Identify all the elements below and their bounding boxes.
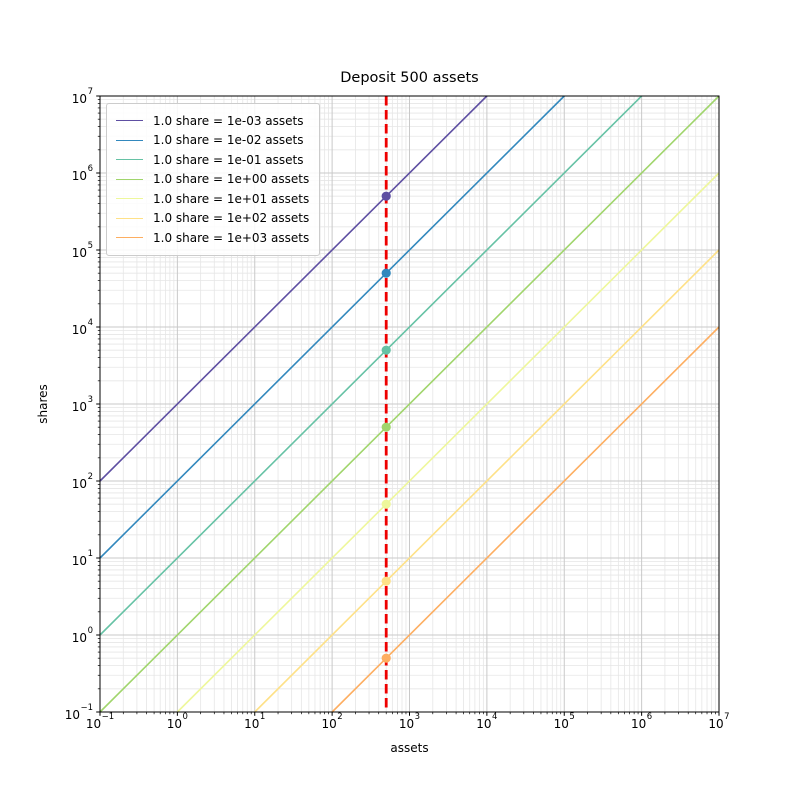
legend-item: 1.0 share = 1e+01 assets bbox=[116, 189, 309, 209]
legend-line-swatch bbox=[116, 159, 143, 161]
legend-line-swatch bbox=[116, 139, 143, 141]
y-tick-label: 106 bbox=[71, 164, 93, 183]
conversion-line-1 bbox=[99, 95, 565, 559]
x-axis-label: assets bbox=[390, 741, 429, 755]
legend-label: 1.0 share = 1e-02 assets bbox=[153, 133, 304, 148]
legend-item: 1.0 share = 1e-01 assets bbox=[116, 150, 309, 170]
conversion-line-6 bbox=[331, 326, 720, 713]
y-tick-label: 102 bbox=[71, 472, 93, 491]
y-tick-label: 100 bbox=[71, 626, 93, 645]
deposit-marker-4 bbox=[381, 499, 391, 509]
legend-label: 1.0 share = 1e-03 assets bbox=[153, 113, 304, 128]
deposit-marker-3 bbox=[381, 422, 391, 432]
legend-label: 1.0 share = 1e+00 assets bbox=[153, 172, 310, 187]
conversion-line-0 bbox=[99, 95, 488, 482]
legend-item: 1.0 share = 1e+00 assets bbox=[116, 170, 309, 190]
deposit-marker-6 bbox=[381, 653, 391, 663]
conversion-line-3 bbox=[99, 95, 720, 713]
legend-item: 1.0 share = 1e+02 assets bbox=[116, 209, 309, 229]
y-tick-label: 10−1 bbox=[64, 703, 93, 722]
x-tick-label: 102 bbox=[321, 712, 343, 731]
deposit-marker-5 bbox=[381, 576, 391, 586]
legend-item: 1.0 share = 1e-02 assets bbox=[116, 131, 309, 151]
x-tick-label: 104 bbox=[476, 712, 498, 731]
conversion-lines bbox=[99, 95, 720, 713]
y-tick-label: 103 bbox=[71, 395, 93, 414]
legend-line-swatch bbox=[116, 120, 143, 122]
x-tick-label: 103 bbox=[398, 712, 421, 731]
x-tick-label: 105 bbox=[553, 712, 575, 731]
y-tick-label: 101 bbox=[71, 549, 93, 568]
conversion-line-4 bbox=[176, 172, 720, 713]
conversion-line-5 bbox=[254, 249, 720, 713]
legend-list: 1.0 share = 1e-03 assets 1.0 share = 1e-0… bbox=[116, 111, 309, 248]
x-tick-label: 106 bbox=[631, 712, 653, 731]
legend-line-swatch bbox=[116, 178, 143, 180]
x-tick-label: 101 bbox=[244, 712, 266, 731]
legend-label: 1.0 share = 1e+01 assets bbox=[153, 191, 310, 206]
tick-marks bbox=[96, 95, 720, 716]
chart-title: Deposit 500 assets bbox=[340, 70, 479, 86]
legend-line-swatch bbox=[116, 217, 143, 219]
legend-label: 1.0 share = 1e+03 assets bbox=[153, 230, 310, 245]
deposit-markers bbox=[381, 191, 391, 663]
y-tick-label: 105 bbox=[71, 241, 93, 260]
x-tick-label: 10−1 bbox=[85, 712, 115, 731]
deposit-marker-2 bbox=[381, 345, 391, 355]
y-tick-label: 104 bbox=[71, 318, 93, 337]
legend: 1.0 share = 1e-03 assets 1.0 share = 1e-0… bbox=[106, 103, 321, 256]
legend-label: 1.0 share = 1e-01 assets bbox=[153, 152, 304, 167]
legend-label: 1.0 share = 1e+02 assets bbox=[153, 211, 310, 226]
legend-item: 1.0 share = 1e+03 assets bbox=[116, 228, 309, 248]
legend-item: 1.0 share = 1e-03 assets bbox=[116, 111, 309, 131]
x-tick-label: 107 bbox=[708, 712, 730, 731]
legend-line-swatch bbox=[116, 198, 143, 200]
conversion-line-2 bbox=[99, 95, 643, 636]
deposit-marker-0 bbox=[381, 191, 391, 201]
x-tick-label: 100 bbox=[166, 712, 188, 731]
y-tick-label: 107 bbox=[71, 87, 93, 106]
deposit-marker-1 bbox=[381, 268, 391, 278]
legend-line-swatch bbox=[116, 237, 143, 239]
